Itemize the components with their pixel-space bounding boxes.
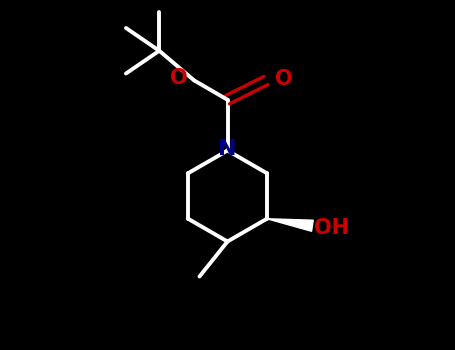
Text: N: N [218, 139, 237, 159]
Polygon shape [267, 219, 313, 231]
Text: OH: OH [314, 217, 349, 238]
Text: O: O [275, 69, 293, 89]
Text: O: O [170, 68, 188, 88]
